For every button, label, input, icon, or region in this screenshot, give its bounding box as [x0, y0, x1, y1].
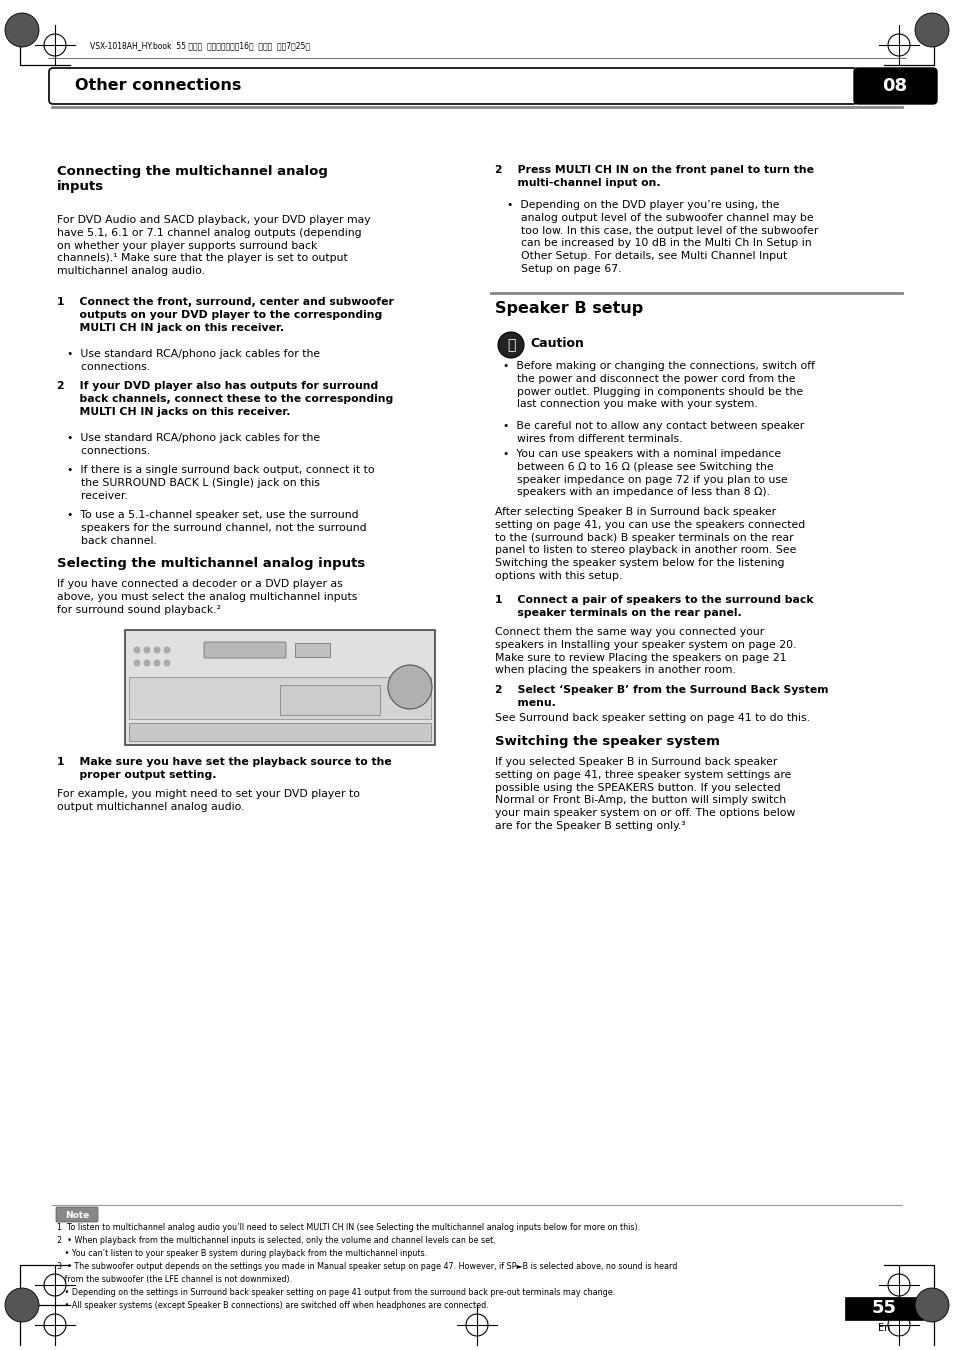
Text: • You can’t listen to your speaker B system during playback from the multichanne: • You can’t listen to your speaker B sys…	[57, 1249, 427, 1258]
Circle shape	[5, 14, 39, 47]
Text: Switching the speaker system: Switching the speaker system	[495, 734, 720, 748]
Circle shape	[143, 660, 151, 667]
Text: •  If there is a single surround back output, connect it to
    the SURROUND BAC: • If there is a single surround back out…	[67, 464, 375, 501]
Text: Other connections: Other connections	[75, 78, 241, 93]
Text: 2    Press MULTI CH IN on the front panel to turn the
      multi-channel input : 2 Press MULTI CH IN on the front panel t…	[495, 165, 813, 188]
Circle shape	[133, 660, 140, 667]
FancyBboxPatch shape	[129, 724, 431, 741]
Text: If you selected Speaker B in Surround back speaker
setting on page 41, three spe: If you selected Speaker B in Surround ba…	[495, 757, 795, 832]
Circle shape	[153, 660, 160, 667]
Circle shape	[914, 1288, 948, 1322]
Text: Speaker B setup: Speaker B setup	[495, 301, 642, 316]
Text: Caution: Caution	[530, 338, 583, 350]
Circle shape	[133, 647, 140, 653]
Text: Connecting the multichannel analog
inputs: Connecting the multichannel analog input…	[57, 165, 328, 193]
Text: •  Depending on the DVD player you’re using, the
    analog output level of the : • Depending on the DVD player you’re usi…	[506, 200, 818, 274]
Text: For example, you might need to set your DVD player to
output multichannel analog: For example, you might need to set your …	[57, 788, 359, 811]
Text: • Depending on the settings in Surround back speaker setting on page 41 output f: • Depending on the settings in Surround …	[57, 1288, 615, 1297]
Text: ✋: ✋	[506, 338, 515, 352]
Text: For DVD Audio and SACD playback, your DVD player may
have 5.1, 6.1 or 7.1 channe: For DVD Audio and SACD playback, your DV…	[57, 215, 370, 277]
Text: After selecting Speaker B in Surround back speaker
setting on page 41, you can u: After selecting Speaker B in Surround ba…	[495, 508, 804, 580]
Text: 1    Connect the front, surround, center and subwoofer
      outputs on your DVD: 1 Connect the front, surround, center an…	[57, 297, 394, 332]
Text: •  Use standard RCA/phono jack cables for the
    connections.: • Use standard RCA/phono jack cables for…	[67, 433, 320, 456]
Text: 2  • When playback from the multichannel inputs is selected, only the volume and: 2 • When playback from the multichannel …	[57, 1237, 496, 1245]
FancyBboxPatch shape	[56, 1207, 98, 1222]
Text: If you have connected a decoder or a DVD player as
above, you must select the an: If you have connected a decoder or a DVD…	[57, 579, 357, 614]
Text: 1    Connect a pair of speakers to the surround back
      speaker terminals on : 1 Connect a pair of speakers to the surr…	[495, 595, 813, 618]
Circle shape	[5, 1288, 39, 1322]
Text: En: En	[877, 1323, 889, 1332]
Circle shape	[163, 647, 171, 653]
Text: 2    Select ‘Speaker B’ from the Surround Back System
      menu.: 2 Select ‘Speaker B’ from the Surround B…	[495, 684, 827, 707]
Text: 2    If your DVD player also has outputs for surround
      back channels, conne: 2 If your DVD player also has outputs fo…	[57, 381, 393, 417]
FancyBboxPatch shape	[280, 684, 379, 716]
Text: Note: Note	[65, 1211, 89, 1219]
Text: •  Be careful not to allow any contact between speaker
    wires from different : • Be careful not to allow any contact be…	[502, 421, 803, 444]
Circle shape	[143, 647, 151, 653]
Circle shape	[497, 332, 523, 358]
Circle shape	[914, 14, 948, 47]
Text: See Surround back speaker setting on page 41 to do this.: See Surround back speaker setting on pag…	[495, 713, 809, 724]
Circle shape	[388, 666, 432, 709]
FancyBboxPatch shape	[853, 68, 936, 104]
Text: •  Use standard RCA/phono jack cables for the
    connections.: • Use standard RCA/phono jack cables for…	[67, 350, 320, 371]
Circle shape	[501, 336, 519, 354]
Text: 1    Make sure you have set the playback source to the
      proper output setti: 1 Make sure you have set the playback so…	[57, 757, 392, 780]
Text: VSX-1018AH_HY.book  55 ページ  ２００８年４月16日  水曜日  午後7時25分: VSX-1018AH_HY.book 55 ページ ２００８年４月16日 水曜日…	[90, 40, 310, 50]
Circle shape	[163, 660, 171, 667]
Text: 08: 08	[882, 77, 906, 95]
FancyBboxPatch shape	[844, 1297, 923, 1320]
FancyBboxPatch shape	[125, 630, 435, 745]
Text: • All speaker systems (except Speaker B connections) are switched off when headp: • All speaker systems (except Speaker B …	[57, 1301, 488, 1309]
Text: •  You can use speakers with a nominal impedance
    between 6 Ω to 16 Ω (please: • You can use speakers with a nominal im…	[502, 450, 787, 497]
Text: •  Before making or changing the connections, switch off
    the power and disco: • Before making or changing the connecti…	[502, 360, 814, 409]
Text: 55: 55	[871, 1299, 896, 1318]
Text: 3  • The subwoofer output depends on the settings you made in Manual speaker set: 3 • The subwoofer output depends on the …	[57, 1262, 677, 1270]
Text: from the subwoofer (the LFE channel is not downmixed).: from the subwoofer (the LFE channel is n…	[57, 1274, 292, 1284]
Text: Selecting the multichannel analog inputs: Selecting the multichannel analog inputs	[57, 558, 365, 570]
Text: •  To use a 5.1-channel speaker set, use the surround
    speakers for the surro: • To use a 5.1-channel speaker set, use …	[67, 510, 366, 545]
FancyBboxPatch shape	[204, 643, 286, 657]
FancyBboxPatch shape	[294, 643, 330, 657]
Text: 1  To listen to multichannel analog audio you’ll need to select MULTI CH IN (see: 1 To listen to multichannel analog audio…	[57, 1223, 639, 1233]
Circle shape	[153, 647, 160, 653]
FancyBboxPatch shape	[129, 676, 431, 720]
FancyBboxPatch shape	[49, 68, 856, 104]
Text: Connect them the same way you connected your
speakers in Installing your speaker: Connect them the same way you connected …	[495, 626, 796, 675]
